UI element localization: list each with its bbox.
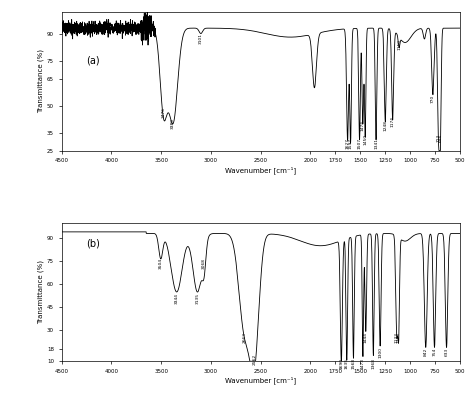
- Text: 695: 695: [438, 134, 442, 142]
- Text: 1341: 1341: [374, 137, 378, 148]
- X-axis label: Wavenumber [cm⁻¹]: Wavenumber [cm⁻¹]: [225, 377, 296, 384]
- Text: 3504: 3504: [159, 258, 163, 269]
- Text: 1568: 1568: [352, 358, 356, 369]
- Text: 3068: 3068: [202, 258, 206, 269]
- Text: 2562: 2562: [253, 353, 256, 364]
- Text: 1507: 1507: [357, 137, 362, 148]
- Text: 1597: 1597: [348, 137, 353, 148]
- Text: 1627: 1627: [346, 137, 350, 148]
- Y-axis label: Transmittance (%): Transmittance (%): [38, 49, 44, 113]
- Text: 1110: 1110: [397, 39, 401, 50]
- Text: 3135: 3135: [195, 293, 200, 304]
- Text: 1635: 1635: [345, 358, 349, 369]
- Text: 1450: 1450: [363, 134, 367, 145]
- Text: 1474: 1474: [361, 119, 365, 131]
- Text: 1133: 1133: [395, 332, 399, 343]
- Text: 770: 770: [431, 94, 435, 102]
- Text: 3101: 3101: [199, 33, 203, 44]
- Text: 1444: 1444: [364, 332, 368, 343]
- Text: 3344: 3344: [175, 293, 179, 304]
- X-axis label: Wavenumber [cm⁻¹]: Wavenumber [cm⁻¹]: [225, 166, 296, 174]
- Text: 1368: 1368: [372, 358, 375, 369]
- Text: 3476: 3476: [162, 107, 165, 118]
- Text: 1248: 1248: [383, 119, 387, 131]
- Text: 1300: 1300: [378, 347, 382, 358]
- Text: 754: 754: [432, 347, 437, 356]
- Text: 633: 633: [445, 347, 448, 355]
- Text: 1113: 1113: [397, 332, 401, 343]
- Text: 1690: 1690: [339, 358, 343, 369]
- Text: 713: 713: [437, 134, 440, 142]
- Text: (b): (b): [86, 238, 100, 248]
- Text: 1473: 1473: [361, 358, 365, 369]
- Text: 842: 842: [424, 347, 428, 355]
- Text: 3380: 3380: [171, 118, 175, 129]
- Text: 1174: 1174: [391, 116, 395, 127]
- Text: (a): (a): [86, 55, 100, 65]
- Text: 2663: 2663: [243, 332, 246, 343]
- Y-axis label: Transmittance (%): Transmittance (%): [38, 260, 44, 324]
